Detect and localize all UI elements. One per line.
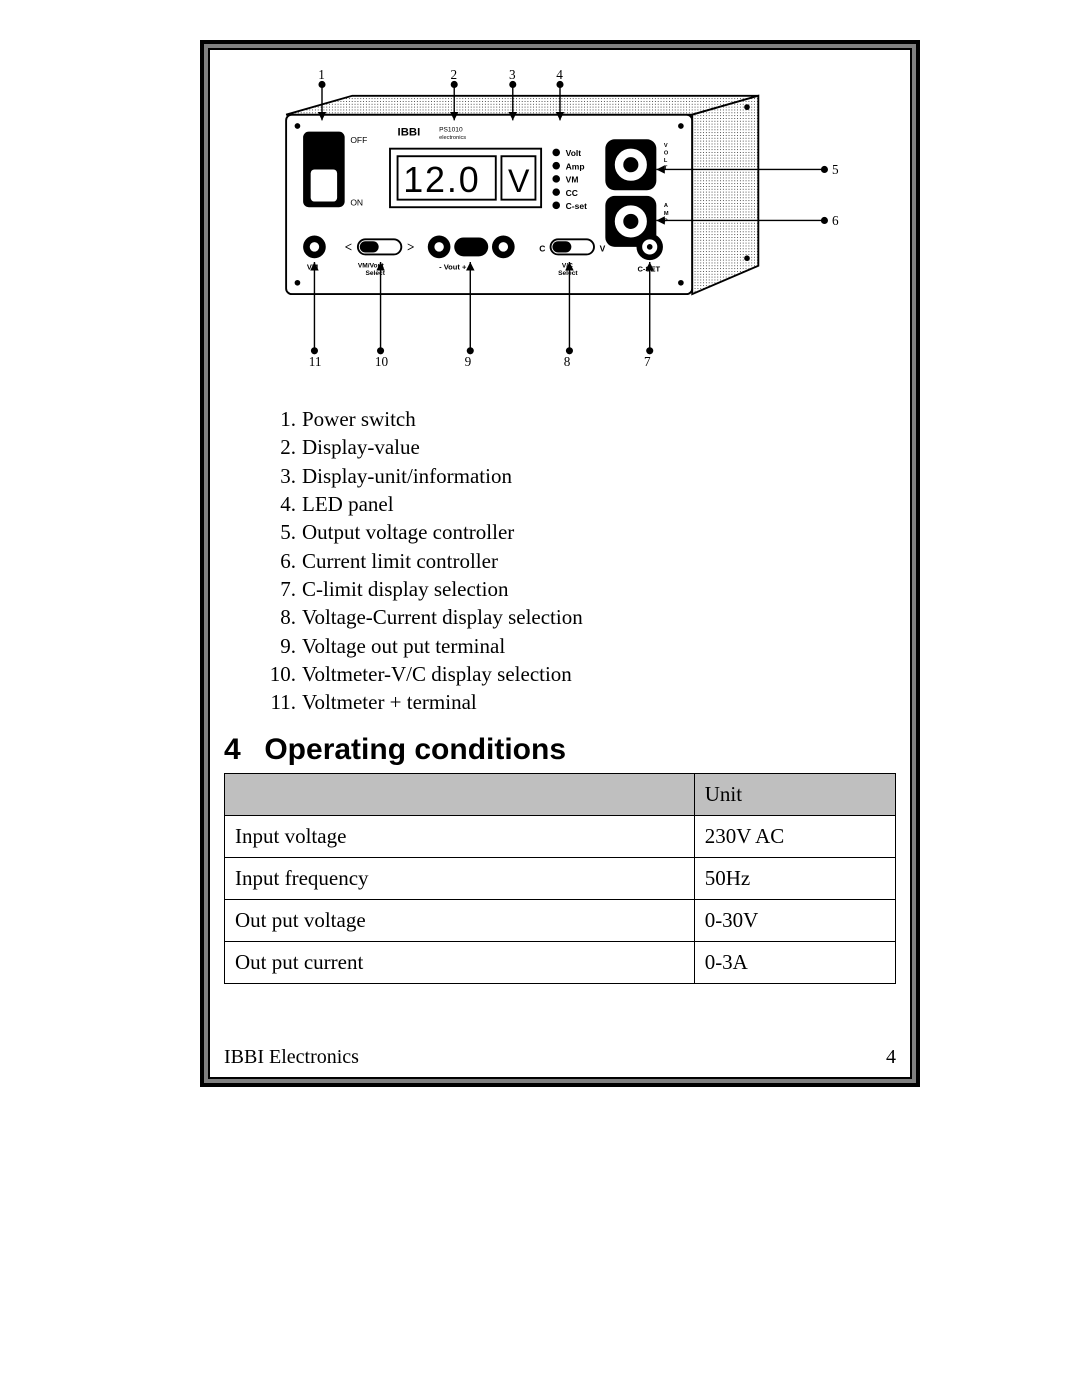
table-cell: Out put voltage	[225, 899, 695, 941]
section-title: Operating conditions	[264, 733, 566, 766]
callout-item: 2.Display-value	[264, 433, 896, 461]
callout-number: 8.	[264, 603, 302, 631]
volt-knob-icon	[605, 139, 656, 190]
callout-number-top: 2	[450, 67, 457, 82]
table-row: Input voltage230V AC	[225, 815, 896, 857]
callout-number-right: 6	[832, 213, 839, 228]
document-inner: OFF ON IBBI PS1010 electronics 12.0 V Vo…	[208, 48, 912, 1079]
display-frame: 12.0 V	[390, 149, 541, 208]
table-row: Out put current0-3A	[225, 941, 896, 983]
callout-number: 7.	[264, 575, 302, 603]
footer-page-number: 4	[886, 1046, 896, 1069]
cset-label: C-SET	[637, 264, 660, 273]
callout-number-right: 5	[832, 162, 839, 177]
section-number: 4	[224, 733, 256, 767]
svg-text:<: <	[345, 240, 353, 255]
callout-number: 9.	[264, 632, 302, 660]
display-value: 12.0	[403, 160, 480, 200]
callout-item: 7.C-limit display selection	[264, 575, 896, 603]
callout-text: Voltmeter-V/C display selection	[302, 660, 572, 688]
callout-number: 5.	[264, 518, 302, 546]
callout-text: Voltmeter + terminal	[302, 688, 477, 716]
callout-text: LED panel	[302, 490, 394, 518]
footer-left: IBBI Electronics	[224, 1046, 359, 1069]
callout-number: 3.	[264, 462, 302, 490]
vmvout-label2: Select	[365, 270, 385, 277]
led-label: VM	[566, 175, 579, 185]
section-heading: 4 Operating conditions	[224, 733, 896, 767]
callout-text: Power switch	[302, 405, 416, 433]
callout-number-top: 3	[509, 67, 516, 82]
display-unit: V	[508, 163, 530, 199]
vm-label: VM	[307, 263, 318, 272]
callout-text: Voltage-Current display selection	[302, 603, 583, 631]
on-label: ON	[350, 197, 363, 207]
led-label: Volt	[566, 148, 582, 158]
table-header-cell: Unit	[694, 773, 895, 815]
callout-list: 1.Power switch2.Display-value3.Display-u…	[264, 405, 896, 717]
callout-item: 9.Voltage out put terminal	[264, 632, 896, 660]
callout-number-bottom: 8	[564, 354, 571, 369]
table-cell: 0-30V	[694, 899, 895, 941]
table-cell: 50Hz	[694, 857, 895, 899]
callout-item: 6.Current limit controller	[264, 547, 896, 575]
table-row: Input frequency50Hz	[225, 857, 896, 899]
callout-item: 11.Voltmeter + terminal	[264, 688, 896, 716]
svg-text:>: >	[407, 240, 415, 255]
table-row: Out put voltage0-30V	[225, 899, 896, 941]
table-cell: Input voltage	[225, 815, 695, 857]
page-footer: IBBI Electronics 4	[224, 1046, 896, 1069]
callout-number-bottom: 10	[375, 354, 389, 369]
vc-label2: Select	[558, 270, 578, 277]
callout-text: Output voltage controller	[302, 518, 514, 546]
led-label: Amp	[566, 161, 585, 171]
model-label: PS1010	[439, 127, 463, 134]
table-cell: 230V AC	[694, 815, 895, 857]
vc-label1: V/C	[562, 263, 573, 270]
callout-number: 4.	[264, 490, 302, 518]
callout-number: 11.	[264, 688, 302, 716]
callout-number-top: 4	[556, 67, 563, 82]
vc-v: V	[600, 244, 606, 254]
table-cell: Out put current	[225, 941, 695, 983]
callout-text: C-limit display selection	[302, 575, 508, 603]
callout-number-bottom: 7	[644, 354, 651, 369]
callout-number: 10.	[264, 660, 302, 688]
callout-item: 4.LED panel	[264, 490, 896, 518]
callout-text: Voltage out put terminal	[302, 632, 505, 660]
callout-number: 6.	[264, 547, 302, 575]
callout-number-bottom: 11	[309, 354, 322, 369]
vout-label: - Vout +	[439, 263, 467, 272]
vc-c: C	[539, 244, 545, 254]
callout-item: 5.Output voltage controller	[264, 518, 896, 546]
callout-item: 1.Power switch	[264, 405, 896, 433]
brand-label: IBBI	[398, 126, 421, 138]
device-diagram: OFF ON IBBI PS1010 electronics 12.0 V Vo…	[224, 58, 896, 398]
led-label: CC	[566, 188, 578, 198]
callout-text: Display-unit/information	[302, 462, 512, 490]
callout-item: 10.Voltmeter-V/C display selection	[264, 660, 896, 688]
sub-label: electronics	[439, 135, 466, 141]
table-header-cell	[225, 773, 695, 815]
callout-item: 8.Voltage-Current display selection	[264, 603, 896, 631]
callout-number-top: 1	[318, 67, 325, 82]
table-cell: 0-3A	[694, 941, 895, 983]
led-label: C-set	[566, 201, 587, 211]
callout-number: 1.	[264, 405, 302, 433]
table-cell: Input frequency	[225, 857, 695, 899]
callout-text: Display-value	[302, 433, 420, 461]
callout-number-bottom: 9	[465, 354, 472, 369]
callout-item: 3.Display-unit/information	[264, 462, 896, 490]
callout-number: 2.	[264, 433, 302, 461]
off-label: OFF	[350, 135, 367, 145]
operating-conditions-table: Unit Input voltage230V ACInput frequency…	[224, 773, 896, 984]
callout-text: Current limit controller	[302, 547, 498, 575]
document-frame: OFF ON IBBI PS1010 electronics 12.0 V Vo…	[200, 40, 920, 1087]
